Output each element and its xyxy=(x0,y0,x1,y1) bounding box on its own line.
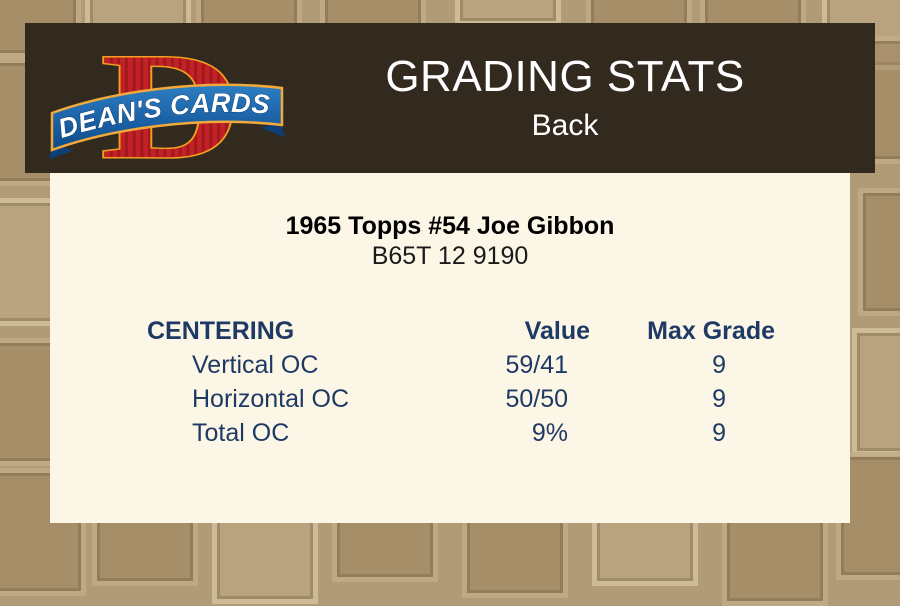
card-title: 1965 Topps #54 Joe Gibbon xyxy=(285,212,615,240)
row-max-grade: 9 xyxy=(712,419,726,447)
deans-cards-logo[interactable]: D DEAN'S CARDS xyxy=(47,19,287,192)
header-bar: D DEAN'S CARDS GRADING STATS Back xyxy=(25,19,875,192)
centering-stats-table: CENTERING Value Max Grade Vertical OC 59… xyxy=(147,314,775,450)
page-subtitle-back: Back xyxy=(531,109,599,143)
card-thumbnail xyxy=(852,328,900,456)
row-value: 59/41 xyxy=(505,351,568,379)
logo-graphic: D DEAN'S CARDS xyxy=(49,19,285,192)
table-row-horizontal-oc: Horizontal OC 50/50 9 xyxy=(147,382,775,416)
logo-ribbon xyxy=(50,83,284,152)
column-header-value: Value xyxy=(524,317,590,345)
row-label: Horizontal OC xyxy=(192,385,349,413)
row-max-grade: 9 xyxy=(712,351,726,379)
stats-header-row: CENTERING Value Max Grade xyxy=(147,314,775,348)
card-certification-code: B65T 12 9190 xyxy=(371,242,529,270)
card-thumbnail xyxy=(858,188,900,316)
table-row-total-oc: Total OC 9% 9 xyxy=(147,416,775,450)
row-value: 9% xyxy=(531,419,568,447)
grading-stats-panel: 1965 Topps #54 Joe Gibbon B65T 12 9190 C… xyxy=(50,173,850,523)
column-header-centering: CENTERING xyxy=(147,317,295,345)
row-label: Total OC xyxy=(192,419,290,447)
table-row-vertical-oc: Vertical OC 59/41 9 xyxy=(147,348,775,382)
header-text-block: GRADING STATS Back xyxy=(265,23,865,173)
page-title: GRADING STATS xyxy=(385,51,745,101)
row-label: Vertical OC xyxy=(192,351,319,379)
row-value: 50/50 xyxy=(505,385,568,413)
column-header-max-grade: Max Grade xyxy=(647,317,775,345)
row-max-grade: 9 xyxy=(712,385,726,413)
